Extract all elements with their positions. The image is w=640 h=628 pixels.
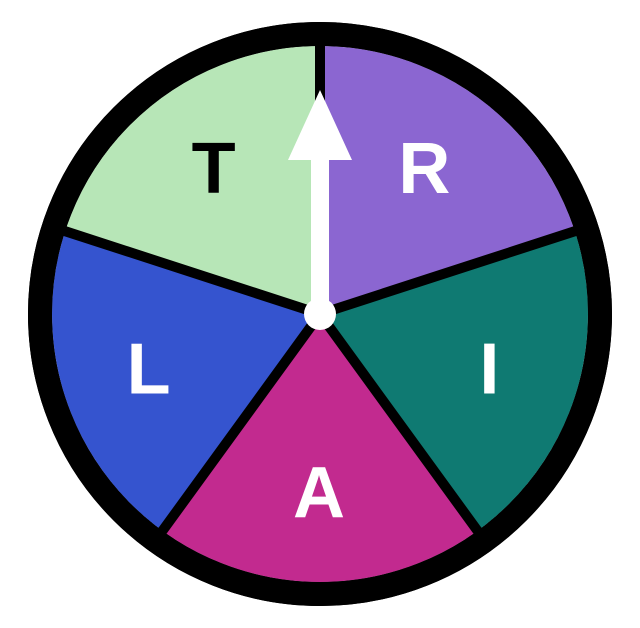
wheel-segment-label: A bbox=[293, 453, 347, 533]
wheel-segment-label: T bbox=[192, 129, 238, 209]
spinner-wheel: R I A L T bbox=[0, 0, 640, 628]
spinner-hub bbox=[304, 298, 336, 330]
spinner-svg: R I A L T bbox=[0, 0, 640, 628]
wheel-segment-label: I bbox=[479, 329, 501, 409]
wheel-segment-label: L bbox=[127, 329, 173, 409]
wheel-segment-label: R bbox=[398, 129, 452, 209]
